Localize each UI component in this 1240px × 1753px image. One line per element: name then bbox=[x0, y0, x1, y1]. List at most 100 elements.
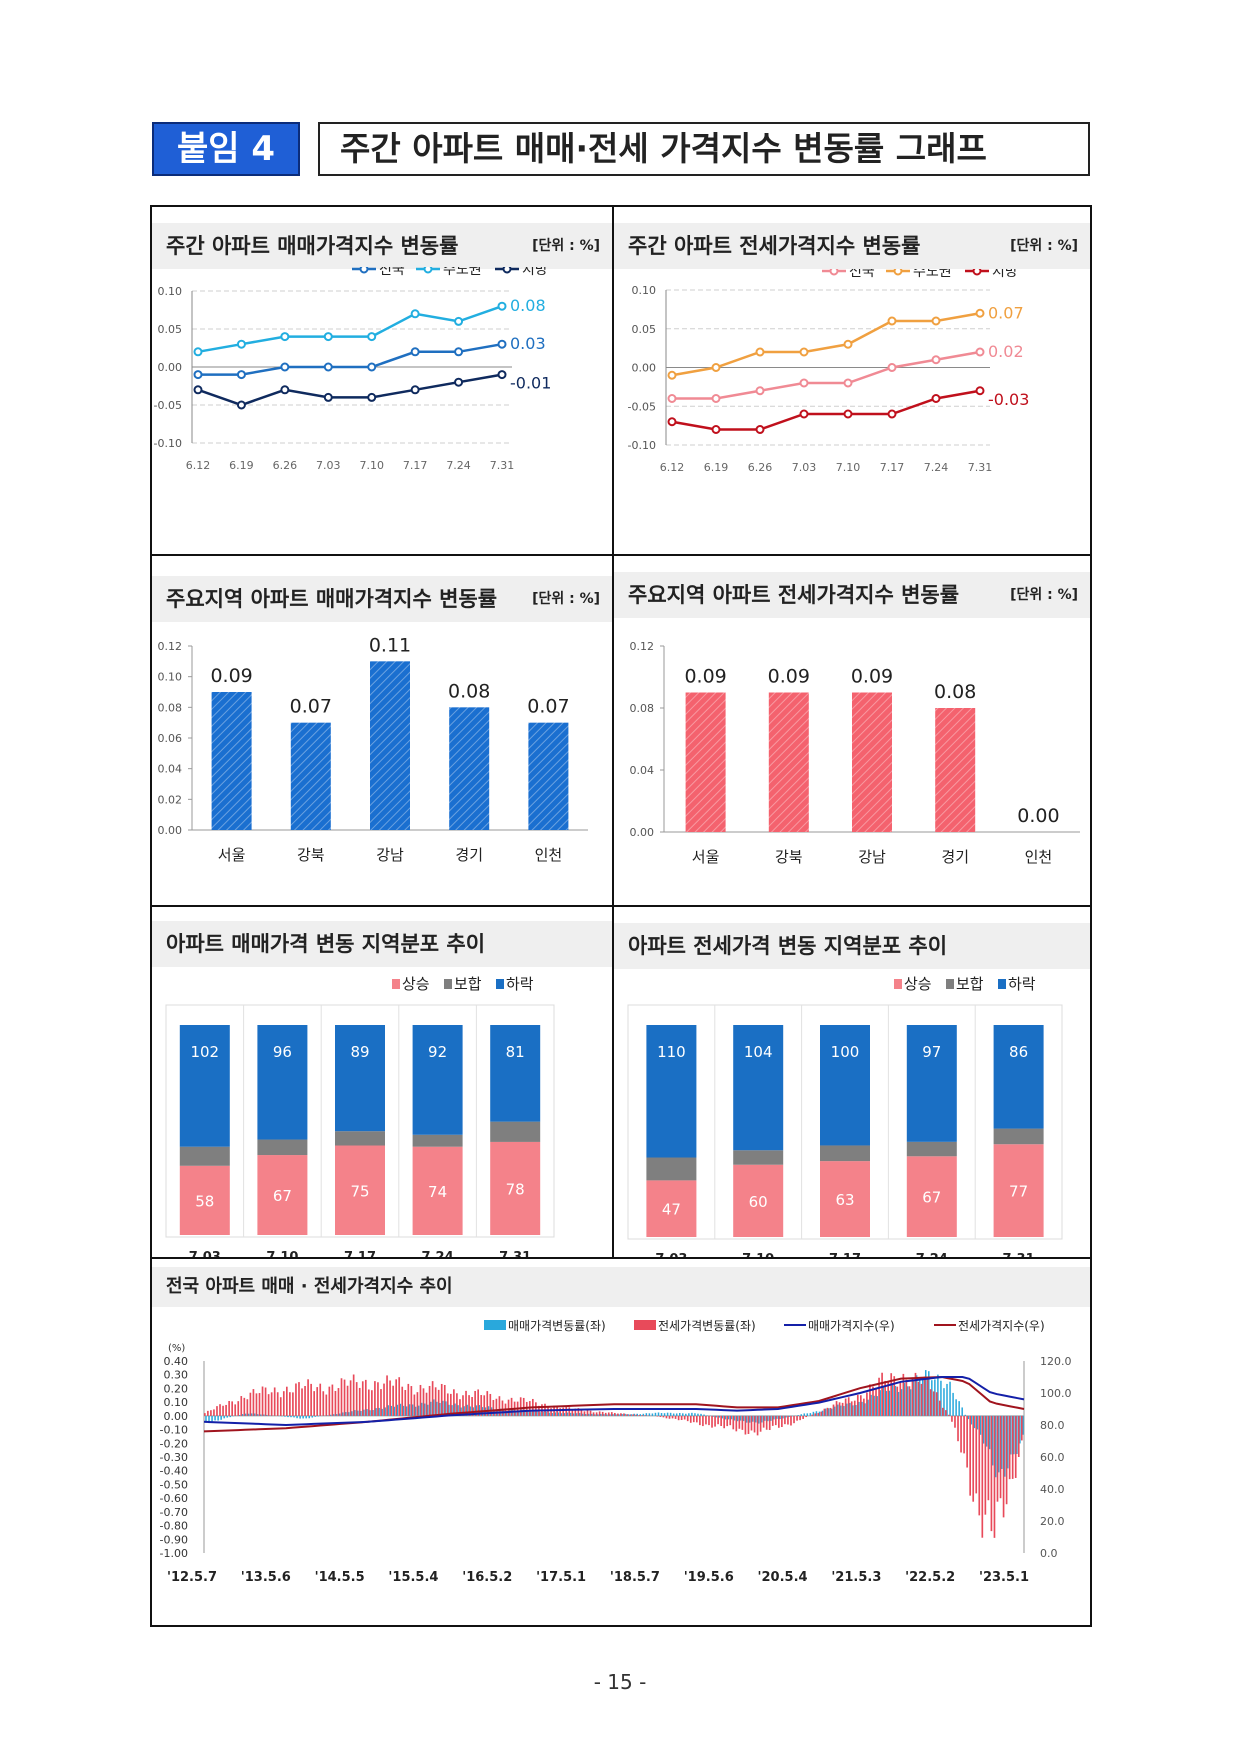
y-tick-label: 0.04 bbox=[630, 764, 655, 777]
jeonse-rate-bar bbox=[522, 1397, 525, 1416]
jeonse-rate-bar bbox=[225, 1404, 227, 1416]
x-tick-label: '19.5.6 bbox=[684, 1570, 734, 1585]
sale-rate-bar bbox=[697, 1413, 699, 1416]
sale-rate-bar bbox=[1003, 1415, 1006, 1477]
bar-segment bbox=[412, 1025, 463, 1135]
jeonse-rate-bar bbox=[750, 1415, 753, 1431]
jeonse-rate-bar bbox=[446, 1393, 449, 1416]
sale-rate-bar bbox=[867, 1399, 869, 1416]
jeonse-rate-bar bbox=[735, 1415, 738, 1432]
jeonse-rate-bar bbox=[629, 1414, 631, 1416]
jeonse-rate-bar bbox=[620, 1413, 622, 1416]
x-tick-label: 6.19 bbox=[229, 459, 254, 472]
sale-rate-bar bbox=[1022, 1415, 1024, 1435]
jeonse-rate-bar bbox=[456, 1393, 458, 1416]
sale-rate-bar bbox=[824, 1408, 827, 1416]
sale-rate-bar bbox=[991, 1415, 994, 1466]
jeonse-rate-bar bbox=[607, 1412, 610, 1416]
sale-rate-bar bbox=[344, 1412, 347, 1416]
panel-title: 주요지역 아파트 매매가격지수 변동률 bbox=[166, 587, 498, 611]
jeonse-rate-bar bbox=[820, 1411, 823, 1416]
jeonse-rate-bar bbox=[759, 1415, 762, 1432]
sale-rate-bar bbox=[788, 1415, 790, 1417]
bar-segment bbox=[906, 1025, 957, 1142]
sale-rate-bar bbox=[390, 1405, 392, 1416]
sale-rate-bar bbox=[915, 1375, 918, 1416]
jeonse-rate-bar bbox=[741, 1415, 744, 1430]
y2-tick-label: 60.0 bbox=[1040, 1451, 1065, 1464]
sale-rate-bar bbox=[384, 1407, 386, 1416]
jeonse-rate-bar bbox=[443, 1384, 446, 1416]
data-point bbox=[799, 347, 809, 357]
sale-rate-bar bbox=[967, 1415, 970, 1420]
sale-rate-bar bbox=[882, 1386, 884, 1416]
jeonse-rate-bar bbox=[319, 1383, 322, 1416]
x-tick-label: 6.12 bbox=[660, 461, 685, 474]
panel-title: 아파트 매매가격 변동 지역분포 추이 bbox=[166, 932, 486, 956]
legend-label: 보합 bbox=[454, 975, 482, 993]
jeonse-rate-bar bbox=[635, 1414, 637, 1416]
jeonse-rate-bar bbox=[328, 1386, 331, 1416]
legend-marker bbox=[829, 269, 839, 276]
jeonse-rate-bar bbox=[717, 1415, 719, 1425]
jeonse-rate-bar bbox=[304, 1385, 306, 1416]
bar-segment bbox=[179, 1025, 230, 1147]
data-point bbox=[280, 385, 290, 395]
sale-rate-bar bbox=[518, 1410, 520, 1416]
jeonse-rate-bar bbox=[957, 1415, 959, 1442]
sale-rate-bar bbox=[764, 1415, 766, 1421]
x-tick-label: 7.17 bbox=[829, 1252, 861, 1257]
jeonse-rate-bar bbox=[434, 1387, 437, 1416]
sale-rate-bar bbox=[314, 1415, 317, 1417]
jeonse-rate-bar bbox=[1002, 1415, 1005, 1518]
jeonse-rate-bar bbox=[571, 1409, 574, 1416]
data-point bbox=[497, 301, 507, 311]
jeonse-rate-bar bbox=[711, 1415, 713, 1428]
bar-segment bbox=[906, 1156, 957, 1237]
panel-national-trend: 전국 아파트 매매 · 전세가격지수 추이 매매가격변동률(좌) 전세가격변동률(… bbox=[152, 1259, 1090, 1625]
sale-rate-bar bbox=[536, 1411, 538, 1416]
legend-marker bbox=[502, 267, 512, 274]
sale-rate-bar bbox=[946, 1383, 948, 1416]
jeonse-rate-bar bbox=[929, 1389, 932, 1416]
sale-rate-bar bbox=[1013, 1415, 1015, 1455]
jeonse-rate-bar bbox=[863, 1398, 865, 1416]
data-point bbox=[280, 362, 290, 372]
jeonse-rate-bar bbox=[428, 1385, 431, 1416]
jeonse-rate-bar bbox=[814, 1413, 817, 1416]
jeonse-rate-bar bbox=[911, 1377, 914, 1416]
data-point bbox=[755, 425, 765, 434]
sale-rate-bar bbox=[448, 1404, 450, 1416]
jeonse-rate-bar bbox=[249, 1392, 252, 1416]
jeonse-rate-bar bbox=[692, 1415, 695, 1423]
y-tick-label: -1.00 bbox=[160, 1547, 188, 1560]
sale-rate-bar bbox=[378, 1407, 380, 1416]
x-tick-label: '23.5.1 bbox=[979, 1570, 1029, 1585]
x-tick-label: 7.03 bbox=[316, 459, 341, 472]
jeonse-rate-bar bbox=[465, 1390, 467, 1416]
sale-rate-bar bbox=[593, 1414, 596, 1416]
sale-rate-bar bbox=[329, 1414, 332, 1416]
jeonse-rate-bar bbox=[1020, 1415, 1023, 1441]
sale-rate-bar bbox=[463, 1406, 465, 1416]
sale-rate-bar bbox=[718, 1415, 720, 1418]
y-tick-label: -0.80 bbox=[160, 1520, 188, 1533]
sale-rate-bar bbox=[791, 1415, 793, 1417]
sale-rate-bar bbox=[663, 1413, 666, 1416]
bar-segment bbox=[646, 1025, 697, 1158]
sale-rate-bar bbox=[685, 1413, 687, 1416]
y-tick-label: 0.08 bbox=[158, 701, 183, 714]
jeonse-rate-bar bbox=[908, 1386, 911, 1416]
sale-rate-bar bbox=[436, 1401, 438, 1416]
data-label: 78 bbox=[506, 1180, 525, 1198]
sale-rate-bar bbox=[988, 1415, 991, 1450]
bar-segment bbox=[257, 1139, 308, 1156]
sale-rate-bar bbox=[615, 1414, 617, 1416]
sale-rate-bar bbox=[226, 1415, 228, 1418]
sale-rate-bar bbox=[341, 1412, 344, 1416]
sale-rate-bar bbox=[639, 1414, 642, 1416]
sale-rate-bar bbox=[533, 1410, 535, 1416]
sale-rate-bar bbox=[979, 1415, 982, 1435]
bar bbox=[211, 692, 252, 830]
jeonse-rate-bar bbox=[714, 1415, 716, 1427]
